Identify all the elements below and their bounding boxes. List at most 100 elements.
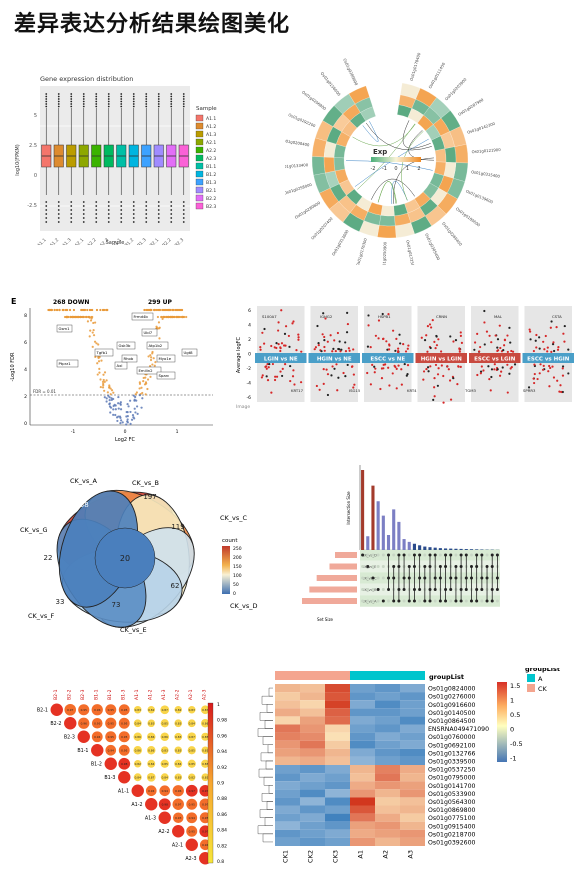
outlier-point xyxy=(182,98,185,100)
intersection-bar xyxy=(376,501,380,550)
volcano-point xyxy=(422,370,426,373)
heatmap-cell xyxy=(325,837,350,846)
volcano-point xyxy=(270,391,273,394)
dendrogram-branch xyxy=(268,687,273,697)
volcano-point xyxy=(76,315,79,319)
gene-label: Os01g0266400 xyxy=(441,221,464,247)
volcano-point xyxy=(345,331,349,334)
volcano-point xyxy=(434,363,438,367)
matrix-dot xyxy=(454,553,458,557)
outlier-point xyxy=(95,213,98,215)
row-label: A1-3 xyxy=(145,815,156,821)
matrix-dot xyxy=(387,599,391,603)
gene-label-box xyxy=(121,354,138,363)
row-label: A2-1 xyxy=(172,842,183,848)
volcano-point xyxy=(459,334,462,337)
outlier-point xyxy=(95,98,98,100)
volcano-point xyxy=(497,349,500,352)
volcano-point xyxy=(108,399,111,402)
gene-label: Os01g0121900 xyxy=(471,147,501,154)
set-size-label: Set Size xyxy=(317,617,334,622)
x-tick-label: B2.3 xyxy=(174,237,186,245)
heatmap-cell xyxy=(325,724,350,733)
volcano-point xyxy=(425,334,428,337)
heatmap-cell xyxy=(375,748,400,757)
volcano-point xyxy=(112,391,115,394)
volcano-point xyxy=(114,408,117,411)
volcano-point xyxy=(117,402,120,405)
volcano-point xyxy=(99,308,102,312)
gene-label: Os01g0176300 xyxy=(355,237,368,265)
volcano-point xyxy=(266,379,270,382)
volcano-point xyxy=(535,346,538,349)
volcano-point xyxy=(367,314,370,317)
volcano-point xyxy=(552,376,556,379)
heatmap-cell xyxy=(400,740,425,749)
volcano-point xyxy=(435,335,438,338)
volcano-point xyxy=(284,325,288,328)
corr-circle xyxy=(172,798,184,810)
volcano-point xyxy=(433,340,436,343)
volcano-point xyxy=(96,373,99,376)
outlier-point xyxy=(95,100,98,103)
volcano-point xyxy=(88,316,91,319)
heatmap-cell xyxy=(275,724,300,733)
gene-label: Os01g0305400 xyxy=(424,232,441,261)
dendrogram-branch xyxy=(264,720,273,729)
outlier-point xyxy=(157,93,160,95)
volcano-point xyxy=(92,334,96,337)
outlier-point xyxy=(70,105,73,108)
volcano-point xyxy=(352,373,355,376)
heatmap-cell xyxy=(275,829,300,838)
heatmap-cell xyxy=(275,684,300,693)
corr-circle xyxy=(174,746,183,755)
corr-value: 0.85 xyxy=(202,762,208,766)
gene-label: IGHG2 xyxy=(320,314,333,319)
matrix-dot xyxy=(402,599,406,603)
group-band xyxy=(308,353,360,363)
corr-value: 0.95 xyxy=(121,735,127,739)
volcano-point xyxy=(387,348,391,351)
volcano-point xyxy=(478,350,481,353)
heatmap-cell xyxy=(325,829,350,838)
heatmap-cell xyxy=(350,708,375,717)
volcano-point xyxy=(55,308,59,312)
outlier-point xyxy=(170,93,173,95)
volcano-point xyxy=(437,367,440,370)
gene-label: SPRR3 xyxy=(523,388,536,393)
heatmap-cell xyxy=(350,781,375,790)
y-axis-label: -Log10 FDR xyxy=(10,352,16,381)
set-label: CK_vs_E xyxy=(120,626,147,634)
corr-circle xyxy=(78,704,90,716)
legend-title: Sample xyxy=(196,106,217,112)
corr-value: 0.83 xyxy=(175,721,181,725)
volcano-point xyxy=(280,342,284,345)
heatmap-cell xyxy=(375,724,400,733)
gene-label: Os01g0250900 xyxy=(381,241,387,265)
heatmap-cell xyxy=(325,732,350,741)
heatmap-cell xyxy=(350,829,375,838)
gene-label: Os01g0206800 xyxy=(301,89,328,111)
volcano-point xyxy=(292,369,295,372)
scale-tick: 0.86 xyxy=(217,812,227,818)
row-label: Os01g0824000 xyxy=(428,686,476,693)
row-label: A1-2 xyxy=(131,802,142,808)
x-tick-label: A2.3 xyxy=(99,237,111,245)
y-tick-label: 6 xyxy=(24,340,27,346)
outlier-point xyxy=(120,100,123,103)
corr-circle xyxy=(147,719,156,728)
corr-value: 0.82 xyxy=(175,708,181,712)
volcano-point xyxy=(291,322,294,325)
matrix-dot xyxy=(371,599,375,603)
volcano-point xyxy=(429,365,432,368)
gene-label: Os01g0258000 xyxy=(285,182,313,196)
scale-tick: 0.84 xyxy=(217,828,227,834)
volcano-point xyxy=(529,330,532,333)
heatmap-cell xyxy=(275,781,300,790)
group-annotation-cell xyxy=(400,671,425,680)
x-axis-label: Log2 FC xyxy=(115,437,136,442)
volcano-point xyxy=(164,315,167,319)
gene-label: Os01g0172500 xyxy=(405,240,416,265)
unique-count: 22 xyxy=(44,554,53,562)
gene-label-box xyxy=(181,348,198,357)
